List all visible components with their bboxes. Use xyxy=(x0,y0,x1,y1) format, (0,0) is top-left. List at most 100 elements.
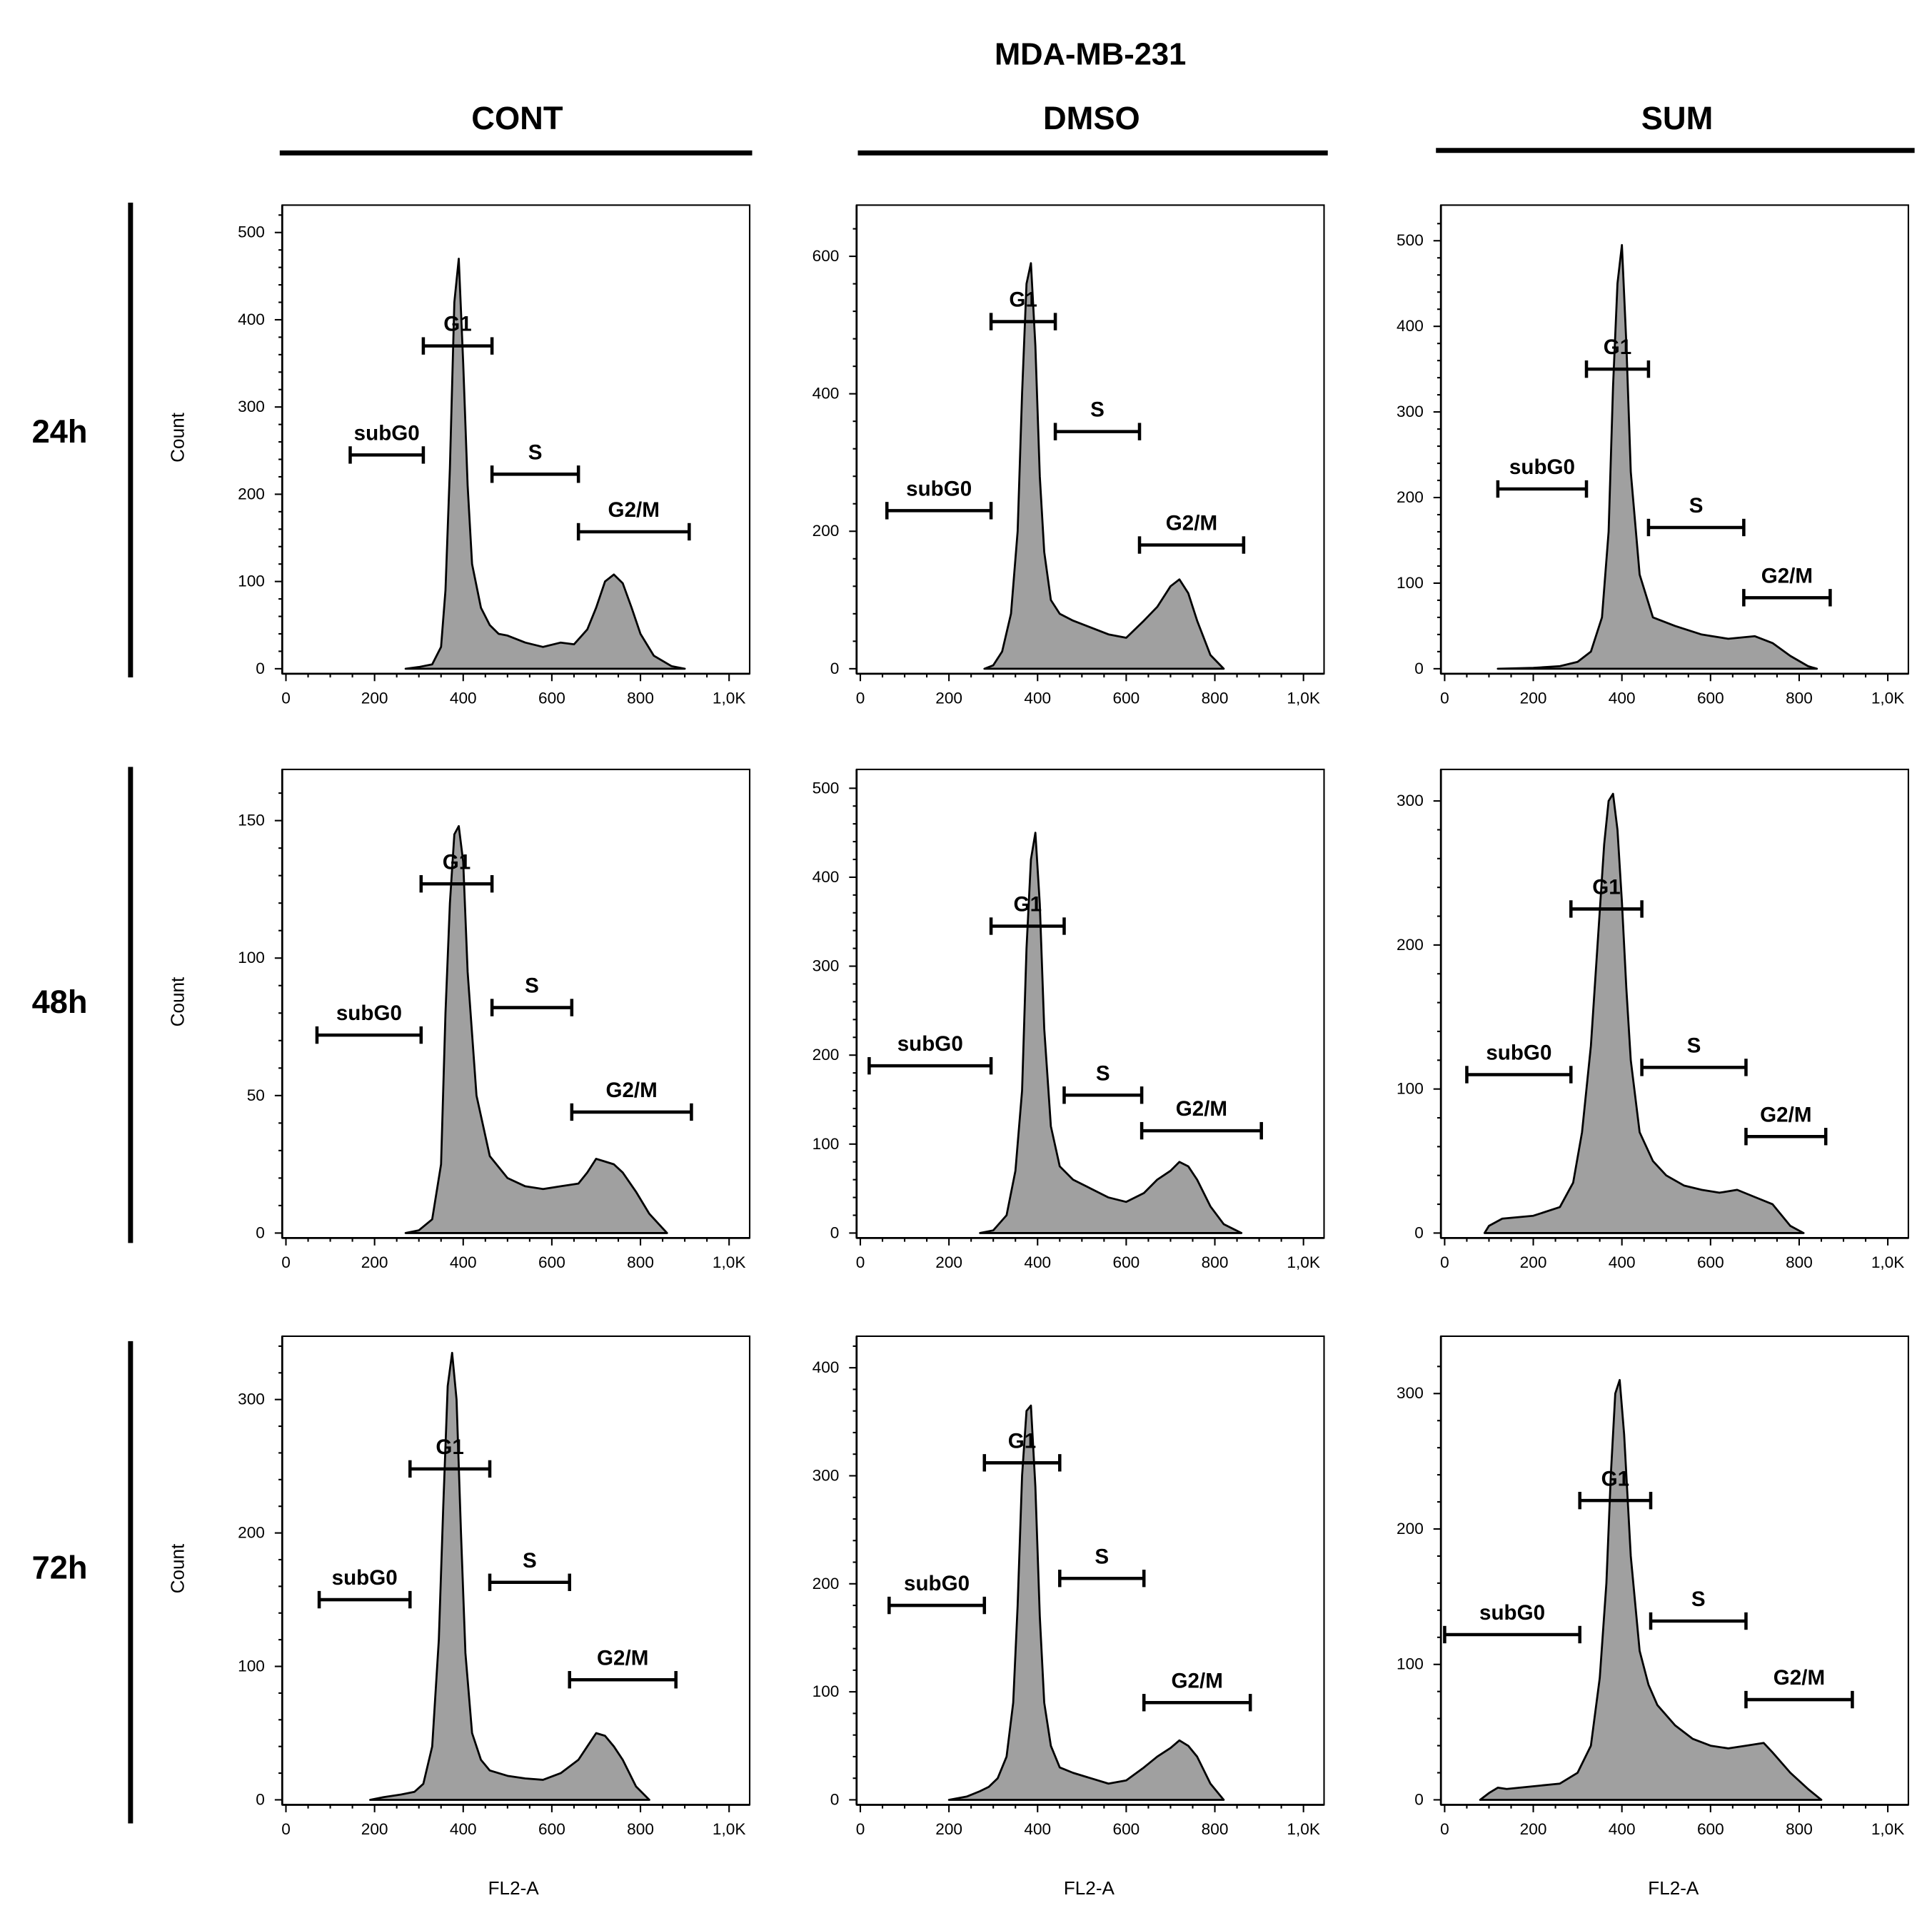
x-tick-label: 800 xyxy=(627,1253,654,1271)
gate-g2m-label: G2/M xyxy=(605,1079,657,1102)
x-tick-label: 0 xyxy=(281,1820,291,1838)
x-tick-label: 1,0K xyxy=(1871,1820,1905,1838)
y-tick-label: 50 xyxy=(247,1086,265,1104)
x-tick-label: 0 xyxy=(1440,1253,1449,1271)
gate-g1-label: G1 xyxy=(1592,876,1620,899)
gate-s-label: S xyxy=(1687,1034,1701,1057)
histogram-area xyxy=(369,1351,650,1801)
y-axis-label-row-3: Count xyxy=(167,1543,188,1593)
x-tick-label: 800 xyxy=(1202,1820,1229,1838)
gate-g2m-label: G2/M xyxy=(608,498,660,522)
column-title-sum: SUM xyxy=(1641,100,1714,136)
x-tick-label: 600 xyxy=(1697,690,1724,707)
gate-g2m-label: G2/M xyxy=(597,1646,648,1670)
histogram-area xyxy=(404,258,686,670)
y-tick-label: 200 xyxy=(812,522,840,540)
x-tick-label: 1,0K xyxy=(1871,1253,1905,1271)
plot-frame xyxy=(855,768,1325,1239)
y-tick-label: 100 xyxy=(238,572,265,590)
x-tick-label: 200 xyxy=(1520,690,1547,707)
gate-s-label: S xyxy=(1689,494,1704,518)
x-tick-label: 1,0K xyxy=(1871,690,1905,707)
histogram-area xyxy=(404,824,668,1234)
gate-g2m-label: G2/M xyxy=(1761,564,1813,587)
x-tick-label: 600 xyxy=(1697,1820,1724,1838)
gate-subg0-label: subG0 xyxy=(336,1001,402,1025)
y-tick-label: 500 xyxy=(812,779,840,797)
y-tick-label: 100 xyxy=(1397,574,1424,592)
histogram-panel: 0 200 400 600 800 1,0K 0 100 200 300 subG0 G1 S G2/M xyxy=(1397,768,1909,1271)
x-tick-label: 200 xyxy=(1520,1253,1547,1271)
figure-title: MDA-MB-231 xyxy=(995,38,1186,72)
row-label-24h: 24h xyxy=(32,413,88,450)
plot-frame xyxy=(855,1335,1325,1806)
y-tick-label: 200 xyxy=(1397,488,1424,506)
histogram-area xyxy=(979,832,1243,1234)
histogram-panel: 0 200 400 600 800 1,0K 0 100 200 300 400 subG0 G1 S G2… xyxy=(812,1335,1325,1838)
x-tick-label: 800 xyxy=(1786,690,1813,707)
y-tick-label: 0 xyxy=(830,1223,840,1241)
x-tick-label: 400 xyxy=(450,690,477,707)
gate-g1-label: G1 xyxy=(436,1435,463,1459)
gate-g1-label: G1 xyxy=(443,850,471,874)
gate-subg0-label: subG0 xyxy=(904,1572,970,1595)
gate-s-label: S xyxy=(1090,398,1105,422)
y-tick-label: 300 xyxy=(1397,1384,1424,1402)
histogram-panel: 0 200 400 600 800 1,0K 0 100 200 300 400 500 subG0 G1… xyxy=(238,204,751,707)
histogram-panel: 0 200 400 600 800 1,0K 0 100 200 300 subG0 G1 S G2/M xyxy=(238,1335,751,1838)
gate-subg0-label: subG0 xyxy=(354,422,420,445)
y-tick-label: 200 xyxy=(238,1524,265,1542)
y-tick-label: 0 xyxy=(1414,1790,1424,1808)
x-tick-label: 0 xyxy=(281,1253,291,1271)
x-tick-label: 400 xyxy=(450,1820,477,1838)
y-tick-label: 300 xyxy=(812,957,840,975)
x-tick-label: 600 xyxy=(538,1253,565,1271)
y-tick-label: 0 xyxy=(830,1790,840,1808)
y-tick-label: 400 xyxy=(812,1358,840,1376)
gate-s-label: S xyxy=(528,440,543,464)
row-label-48h: 48h xyxy=(32,984,88,1020)
x-axis-label-dmso: FL2-A xyxy=(1064,1877,1115,1899)
gate-s-label: S xyxy=(1095,1545,1109,1568)
y-axis-label-row-1: Count xyxy=(167,412,188,462)
y-tick-label: 300 xyxy=(812,1466,840,1484)
column-title-dmso: DMSO xyxy=(1043,100,1140,136)
gate-subg0-label: subG0 xyxy=(906,477,972,500)
x-tick-label: 600 xyxy=(1113,690,1140,707)
x-tick-label: 400 xyxy=(1609,690,1636,707)
x-tick-label: 600 xyxy=(1113,1253,1140,1271)
gate-s-label: S xyxy=(1691,1588,1706,1611)
y-tick-label: 400 xyxy=(238,311,265,328)
x-tick-label: 800 xyxy=(1786,1253,1813,1271)
histogram-area xyxy=(1479,1378,1823,1801)
y-tick-label: 0 xyxy=(1414,1223,1424,1241)
y-tick-label: 200 xyxy=(1397,1520,1424,1538)
gate-subg0-label: subG0 xyxy=(332,1566,398,1590)
x-tick-label: 200 xyxy=(935,1253,962,1271)
x-tick-label: 1,0K xyxy=(1287,690,1320,707)
x-tick-label: 400 xyxy=(1609,1820,1636,1838)
y-tick-label: 300 xyxy=(238,1390,265,1408)
y-tick-label: 400 xyxy=(812,385,840,403)
histogram-area xyxy=(1483,792,1805,1234)
x-tick-label: 200 xyxy=(935,690,962,707)
x-tick-label: 200 xyxy=(935,1820,962,1838)
histogram-area xyxy=(983,262,1225,670)
x-tick-label: 0 xyxy=(856,1253,865,1271)
x-tick-label: 0 xyxy=(856,1820,865,1838)
gate-g1-label: G1 xyxy=(1601,1467,1629,1490)
histogram-area xyxy=(1496,243,1818,670)
histogram-panels: 0 200 400 600 800 1,0K0100200300400500subG0G1… xyxy=(238,204,1909,1838)
x-tick-label: 800 xyxy=(627,1820,654,1838)
plot-frame xyxy=(855,204,1325,675)
y-tick-label: 100 xyxy=(812,1135,840,1153)
y-axis-label-row-2: Count xyxy=(167,976,188,1026)
x-tick-label: 1,0K xyxy=(1287,1253,1320,1271)
x-tick-label: 1,0K xyxy=(713,1820,746,1838)
y-tick-label: 300 xyxy=(238,398,265,415)
histogram-panel: 0 200 400 600 800 1,0K 0 100 200 300 400 500 subG0 G1… xyxy=(1397,204,1909,707)
x-tick-label: 600 xyxy=(1113,1820,1140,1838)
y-tick-label: 300 xyxy=(1397,403,1424,420)
x-tick-label: 400 xyxy=(1609,1253,1636,1271)
